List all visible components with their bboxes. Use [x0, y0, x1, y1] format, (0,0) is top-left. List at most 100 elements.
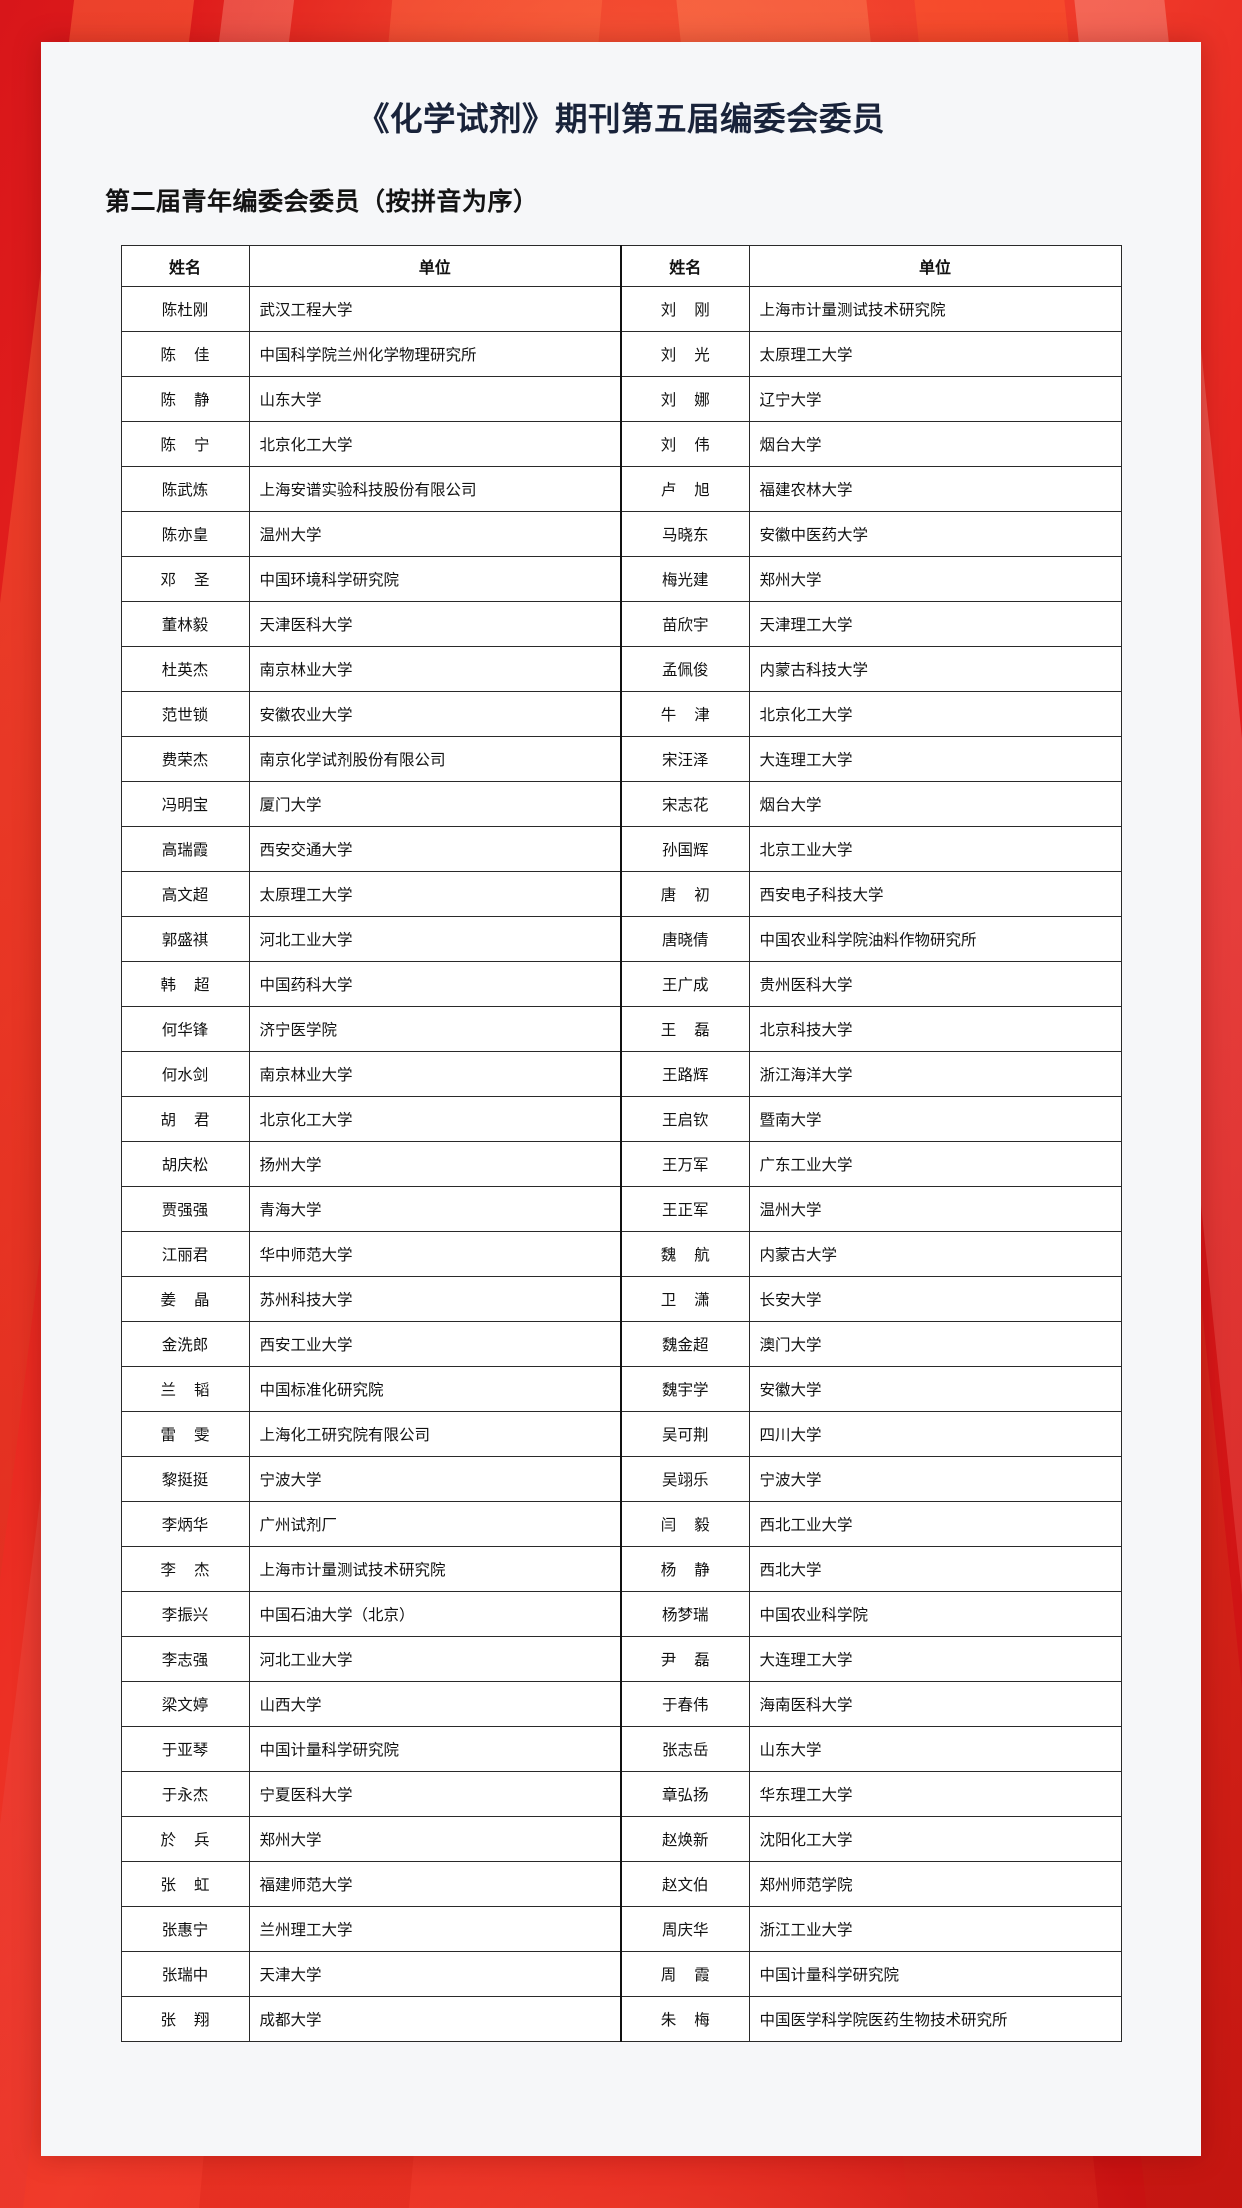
cell-organization-right: 上海市计量测试技术研究院 [748, 285, 1122, 332]
cell-organization-left: 西安工业大学 [248, 1320, 622, 1367]
cell-organization-right: 沈阳化工大学 [748, 1815, 1122, 1862]
cell-name-left: 李志强 [120, 1635, 250, 1682]
cell-name-right: 于春伟 [620, 1680, 750, 1727]
cell-name-right: 周霞 [620, 1950, 750, 1997]
cell-name-left: 冯明宝 [120, 780, 250, 827]
cell-organization-left: 广州试剂厂 [248, 1500, 622, 1547]
cell-organization-left: 郑州大学 [248, 1815, 622, 1862]
cell-name-right: 宋汪泽 [620, 735, 750, 782]
cell-name-left: 范世锁 [120, 690, 250, 737]
column-header-org-left: 单位 [248, 244, 622, 287]
cell-name-left: 贾强强 [120, 1185, 250, 1232]
cell-organization-right: 宁波大学 [748, 1455, 1122, 1502]
cell-organization-left: 西安交通大学 [248, 825, 622, 872]
cell-name-right: 卫潇 [620, 1275, 750, 1322]
cell-name-right: 魏宇学 [620, 1365, 750, 1412]
cell-organization-left: 中国药科大学 [248, 960, 622, 1007]
table-row: 於兵郑州大学 赵焕新 沈阳化工大学 [120, 1815, 1122, 1862]
table-row: 于亚琴 中国计量科学研究院 张志岳 山东大学 [120, 1725, 1122, 1772]
cell-organization-right: 大连理工大学 [748, 1635, 1122, 1682]
cell-organization-left: 温州大学 [248, 510, 622, 557]
table-row: 高文超 太原理工大学唐初西安电子科技大学 [120, 870, 1122, 917]
cell-name-right: 杨梦瑞 [620, 1590, 750, 1637]
cell-name-left: 高文超 [120, 870, 250, 917]
cell-organization-left: 兰州理工大学 [248, 1905, 622, 1952]
cell-name-right: 刘伟 [620, 420, 750, 467]
cell-organization-left: 济宁医学院 [248, 1005, 622, 1052]
cell-name-right: 赵文伯 [620, 1860, 750, 1907]
cell-organization-left: 福建师范大学 [248, 1860, 622, 1907]
table-row: 李炳华 广州试剂厂闫毅西北工业大学 [120, 1500, 1122, 1547]
cell-organization-left: 上海化工研究院有限公司 [248, 1410, 622, 1457]
editorial-board-table: 姓名 单位 姓名 单位 陈杜刚 武汉工程大学刘刚上海市计量测试技术研究院陈佳中国科… [120, 244, 1122, 2042]
cell-name-right: 周庆华 [620, 1905, 750, 1952]
cell-name-left: 杜英杰 [120, 645, 250, 692]
column-header-name-left: 姓名 [120, 244, 250, 287]
cell-name-right: 孙国辉 [620, 825, 750, 872]
table-row: 胡君北京化工大学 王启钦 暨南大学 [120, 1095, 1122, 1142]
table-row: 邓圣中国环境科学研究院 梅光建 郑州大学 [120, 555, 1122, 602]
cell-organization-left: 上海市计量测试技术研究院 [248, 1545, 622, 1592]
column-header-org-right: 单位 [748, 244, 1122, 287]
cell-organization-right: 贵州医科大学 [748, 960, 1122, 1007]
cell-name-right: 吴可荆 [620, 1410, 750, 1457]
cell-name-left: 何水剑 [120, 1050, 250, 1097]
cell-name-left: 陈佳 [120, 330, 250, 377]
table-row: 雷雯上海化工研究院有限公司 吴可荆 四川大学 [120, 1410, 1122, 1457]
cell-name-right: 魏航 [620, 1230, 750, 1277]
cell-organization-left: 上海安谱实验科技股份有限公司 [248, 465, 622, 512]
cell-name-left: 兰韬 [120, 1365, 250, 1412]
cell-organization-right: 天津理工大学 [748, 600, 1122, 647]
cell-name-right: 朱梅 [620, 1995, 750, 2042]
cell-organization-right: 中国医学科学院医药生物技术研究所 [748, 1995, 1122, 2042]
cell-organization-left: 太原理工大学 [248, 870, 622, 917]
table-row: 于永杰 宁夏医科大学 章弘扬 华东理工大学 [120, 1770, 1122, 1817]
cell-organization-left: 天津大学 [248, 1950, 622, 1997]
cell-name-right: 王万军 [620, 1140, 750, 1187]
table-head: 姓名 单位 姓名 单位 [120, 244, 1122, 287]
cell-organization-right: 福建农林大学 [748, 465, 1122, 512]
table-row: 梁文婷 山西大学 于春伟 海南医科大学 [120, 1680, 1122, 1727]
cell-name-left: 陈杜刚 [120, 285, 250, 332]
cell-name-right: 张志岳 [620, 1725, 750, 1772]
cell-name-left: 陈宁 [120, 420, 250, 467]
table-row: 张惠宁 兰州理工大学 周庆华 浙江工业大学 [120, 1905, 1122, 1952]
cell-organization-right: 烟台大学 [748, 420, 1122, 467]
cell-name-right: 王广成 [620, 960, 750, 1007]
cell-organization-left: 青海大学 [248, 1185, 622, 1232]
cell-name-left: 何华锋 [120, 1005, 250, 1052]
table-row: 韩超中国药科大学 王广成 贵州医科大学 [120, 960, 1122, 1007]
cell-organization-right: 暨南大学 [748, 1095, 1122, 1142]
table-body: 陈杜刚 武汉工程大学刘刚上海市计量测试技术研究院陈佳中国科学院兰州化学物理研究所刘… [120, 285, 1122, 2042]
cell-organization-left: 苏州科技大学 [248, 1275, 622, 1322]
cell-name-left: 李振兴 [120, 1590, 250, 1637]
cell-organization-right: 中国计量科学研究院 [748, 1950, 1122, 1997]
cell-organization-right: 西北工业大学 [748, 1500, 1122, 1547]
table-row: 李志强 河北工业大学尹磊大连理工大学 [120, 1635, 1122, 1682]
table-row: 张瑞中 天津大学周霞中国计量科学研究院 [120, 1950, 1122, 1997]
table-row: 张虹福建师范大学 赵文伯 郑州师范学院 [120, 1860, 1122, 1907]
cell-name-left: 张翔 [120, 1995, 250, 2042]
cell-name-right: 梅光建 [620, 555, 750, 602]
table-row: 黎挺挺 宁波大学 吴翊乐 宁波大学 [120, 1455, 1122, 1502]
cell-name-right: 魏金超 [620, 1320, 750, 1367]
cell-organization-right: 北京工业大学 [748, 825, 1122, 872]
cell-name-right: 宋志花 [620, 780, 750, 827]
cell-organization-right: 大连理工大学 [748, 735, 1122, 782]
cell-organization-right: 浙江工业大学 [748, 1905, 1122, 1952]
cell-organization-left: 扬州大学 [248, 1140, 622, 1187]
cell-name-right: 唐晓倩 [620, 915, 750, 962]
cell-name-left: 黎挺挺 [120, 1455, 250, 1502]
cell-organization-right: 温州大学 [748, 1185, 1122, 1232]
cell-organization-right: 安徽大学 [748, 1365, 1122, 1412]
cell-name-left: 江丽君 [120, 1230, 250, 1277]
table-row: 胡庆松 扬州大学 王万军 广东工业大学 [120, 1140, 1122, 1187]
cell-organization-right: 北京化工大学 [748, 690, 1122, 737]
table-header-row: 姓名 单位 姓名 单位 [120, 244, 1122, 287]
cell-organization-right: 中国农业科学院 [748, 1590, 1122, 1637]
cell-name-left: 梁文婷 [120, 1680, 250, 1727]
cell-name-right: 王启钦 [620, 1095, 750, 1142]
table-row: 陈宁北京化工大学刘伟烟台大学 [120, 420, 1122, 467]
cell-name-right: 王磊 [620, 1005, 750, 1052]
cell-organization-right: 辽宁大学 [748, 375, 1122, 422]
